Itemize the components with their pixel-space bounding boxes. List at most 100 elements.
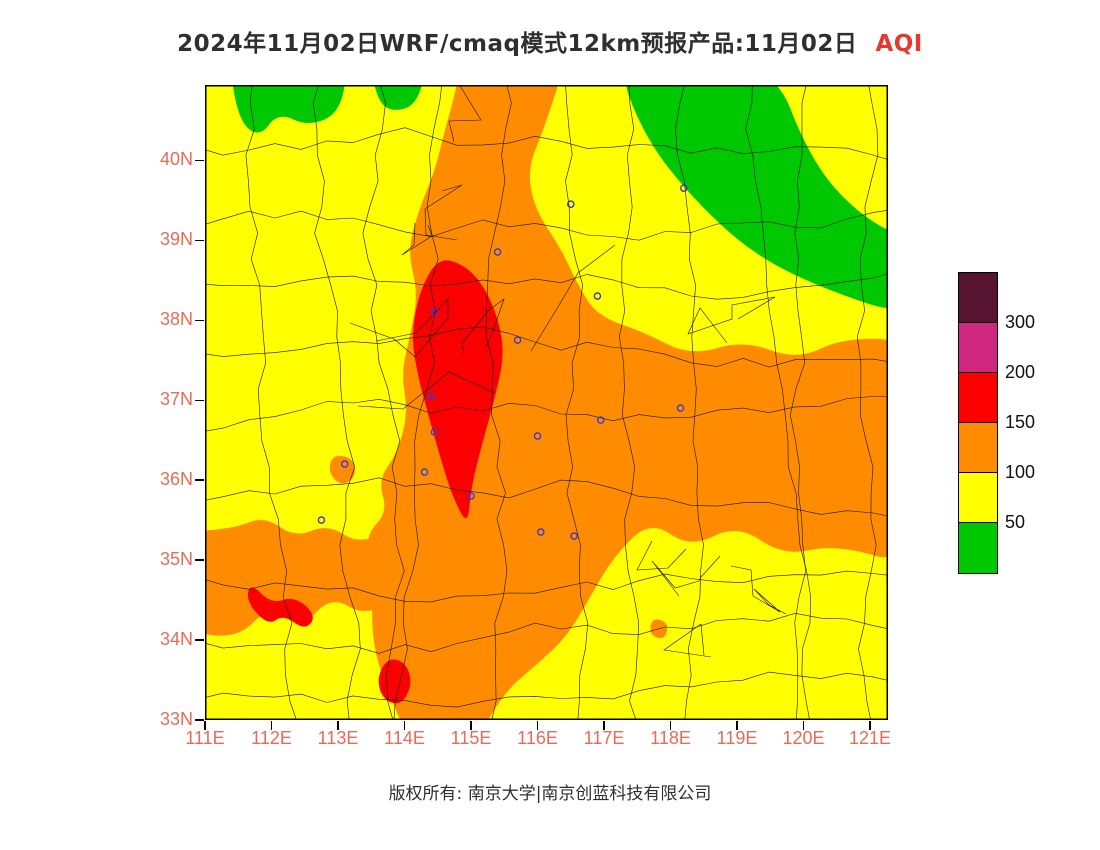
boundary-line bbox=[205, 209, 888, 241]
station-marker bbox=[317, 516, 326, 524]
contour-region-green bbox=[374, 85, 422, 110]
station-marker bbox=[596, 416, 605, 424]
lon-tick-label: 121E bbox=[849, 728, 892, 748]
boundary-line bbox=[401, 222, 433, 256]
station-marker bbox=[430, 428, 439, 436]
boundary-line bbox=[565, 85, 589, 720]
figure-title: 2024年11月02日WRF/cmaq模式12km预报产品:11月02日 AQI bbox=[0, 24, 1100, 58]
lat-tick-label: 33N bbox=[159, 709, 193, 729]
map-frame bbox=[205, 85, 888, 720]
station-marker bbox=[570, 532, 578, 540]
colorbar-tick-label: 150 bbox=[1005, 412, 1036, 432]
boundary-line bbox=[312, 85, 361, 720]
copyright-footer: 版权所有: 南京大学|南京创蓝科技有限公司 bbox=[388, 784, 712, 804]
lon-tick bbox=[403, 721, 406, 730]
boundary-line bbox=[413, 85, 482, 143]
lon-tick bbox=[270, 721, 273, 730]
boundary-line bbox=[651, 555, 721, 597]
lat-tick bbox=[195, 399, 204, 401]
lat-tick-label: 39N bbox=[159, 229, 193, 250]
lon-tick-label: 112E bbox=[251, 728, 292, 748]
contour-region-orange bbox=[368, 85, 888, 720]
boundary-line bbox=[636, 540, 687, 571]
aqi-contour-map bbox=[205, 85, 888, 720]
lon-tick-label: 119E bbox=[716, 728, 758, 748]
lat-tick bbox=[195, 239, 204, 241]
station-marker bbox=[513, 336, 522, 344]
contour-region-red bbox=[247, 587, 313, 627]
boundary-line bbox=[205, 273, 888, 300]
lat-tick-label: 37N bbox=[159, 389, 193, 410]
lat-tick bbox=[195, 639, 204, 641]
lon-tick-label: 113E bbox=[317, 728, 359, 748]
boundary-line bbox=[205, 570, 888, 603]
colorbar-tick-label: 300 bbox=[1005, 312, 1036, 332]
colorbar-cell-3 bbox=[959, 423, 997, 473]
boundary-line bbox=[205, 477, 888, 517]
boundary-line bbox=[205, 671, 888, 708]
colorbar-cell-5 bbox=[959, 523, 997, 573]
lon-tick-label: 115E bbox=[450, 728, 492, 748]
lon-tick bbox=[802, 721, 805, 730]
lon-tick bbox=[470, 721, 472, 730]
lon-tick-label: 117E bbox=[583, 728, 625, 748]
boundary-line bbox=[618, 85, 640, 720]
lon-tick-label: 116E bbox=[517, 728, 558, 748]
lon-tick-label: 118E bbox=[650, 728, 691, 748]
boundary-line bbox=[424, 184, 463, 241]
lon-tick bbox=[869, 721, 871, 730]
boundary-line bbox=[730, 565, 787, 615]
contour-region-red bbox=[413, 260, 503, 519]
lon-tick bbox=[536, 721, 539, 730]
boundary-line bbox=[856, 85, 879, 720]
station-marker bbox=[340, 460, 349, 468]
lon-tick bbox=[337, 721, 339, 730]
boundary-line bbox=[357, 371, 496, 410]
colorbar-tick-label: 200 bbox=[1005, 362, 1036, 382]
lon-tick-label: 120E bbox=[782, 728, 825, 748]
colorbar-cell-1 bbox=[959, 323, 997, 373]
figure-title-text: 2024年11月02日WRF/cmaq模式12km预报产品:11月02日 bbox=[177, 31, 858, 57]
lat-tick-label: 34N bbox=[159, 629, 193, 650]
colorbar-tick-label: 50 bbox=[1005, 512, 1026, 532]
colorbar-cell-0 bbox=[959, 273, 997, 323]
boundary-line bbox=[789, 85, 807, 720]
contour-region-green bbox=[626, 85, 888, 309]
lat-tick bbox=[195, 719, 204, 721]
boundary-line bbox=[663, 623, 712, 658]
lon-tick-label: 111E bbox=[185, 728, 225, 748]
station-marker bbox=[430, 308, 439, 316]
aqi-map-svg bbox=[205, 85, 888, 720]
boundary-line bbox=[461, 298, 505, 355]
boundary-line bbox=[245, 85, 297, 720]
boundary-line bbox=[205, 127, 888, 160]
boundary-line bbox=[393, 85, 443, 720]
station-marker bbox=[427, 392, 435, 400]
lat-tick-label: 38N bbox=[159, 309, 193, 330]
station-marker bbox=[467, 492, 475, 500]
boundary-line bbox=[485, 85, 512, 720]
lon-tick-label: 114E bbox=[384, 728, 425, 748]
contour-region-green bbox=[233, 85, 345, 133]
station-marker bbox=[536, 528, 545, 536]
lon-tick bbox=[736, 721, 738, 730]
lon-tick bbox=[204, 721, 206, 730]
lat-tick-label: 40N bbox=[159, 149, 193, 170]
boundary-line bbox=[687, 296, 776, 344]
boundary-line bbox=[530, 244, 616, 352]
station-marker bbox=[420, 468, 429, 476]
figure-title-variable: AQI bbox=[875, 31, 923, 57]
lon-tick bbox=[669, 721, 672, 730]
lat-tick-label: 35N bbox=[159, 549, 193, 570]
colorbar-tick-label: 100 bbox=[1005, 462, 1036, 482]
lat-tick bbox=[195, 159, 204, 161]
boundary-line bbox=[745, 85, 812, 720]
contour-region-orange bbox=[329, 455, 356, 484]
boundary-line bbox=[349, 298, 449, 358]
boundary-line bbox=[205, 612, 888, 654]
boundary-line bbox=[362, 85, 405, 720]
station-marker bbox=[493, 248, 502, 256]
colorbar-cell-2 bbox=[959, 373, 997, 423]
station-marker bbox=[566, 200, 575, 208]
